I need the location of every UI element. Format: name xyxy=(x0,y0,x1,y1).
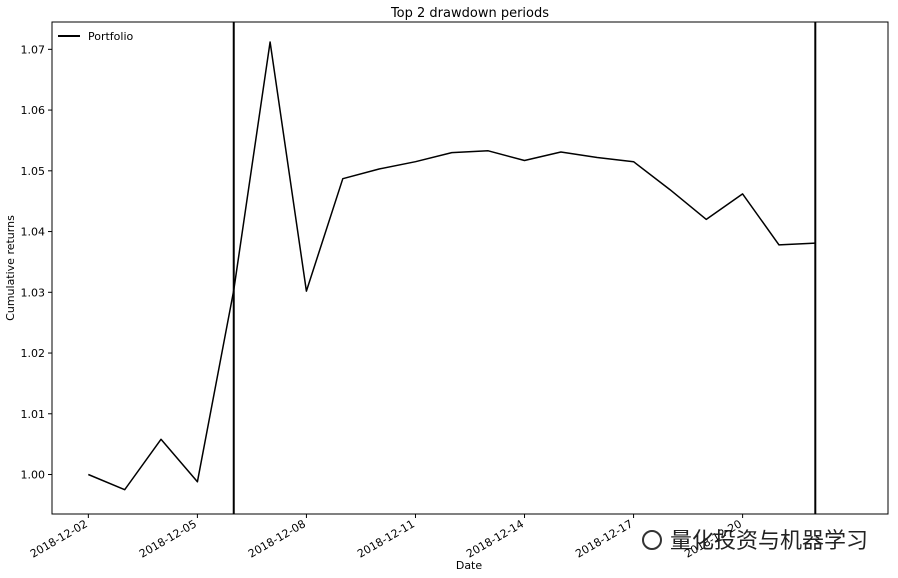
y-tick-label: 1.07 xyxy=(21,43,46,56)
series-line-portfolio xyxy=(88,41,816,491)
series-layer xyxy=(88,41,816,491)
drawdown-markers xyxy=(232,22,817,514)
y-tick-label: 1.03 xyxy=(21,286,46,299)
y-axis: 1.00 1.01 1.02 1.03 1.04 1.05 1.06 1.07 xyxy=(21,43,52,482)
y-axis-label: Cumulative returns xyxy=(4,215,17,321)
plot-area xyxy=(51,21,889,515)
legend-label-portfolio: Portfolio xyxy=(88,30,134,43)
y-tick-label: 1.04 xyxy=(21,226,46,239)
y-tick-label: 1.00 xyxy=(21,469,46,482)
y-tick-label: 1.02 xyxy=(21,347,46,360)
y-tick-label: 1.06 xyxy=(21,104,46,117)
watermark-text: 量化投资与机器学习 xyxy=(670,529,868,554)
watermark: 量化投资与机器学习 xyxy=(642,529,868,554)
y-tick-label: 1.05 xyxy=(21,165,46,178)
chart-title: Top 2 drawdown periods xyxy=(390,6,549,21)
legend: Portfolio xyxy=(58,30,134,43)
y-tick-label: 1.01 xyxy=(21,408,46,421)
x-axis-label: Date xyxy=(456,559,483,572)
wechat-icon xyxy=(642,530,662,550)
